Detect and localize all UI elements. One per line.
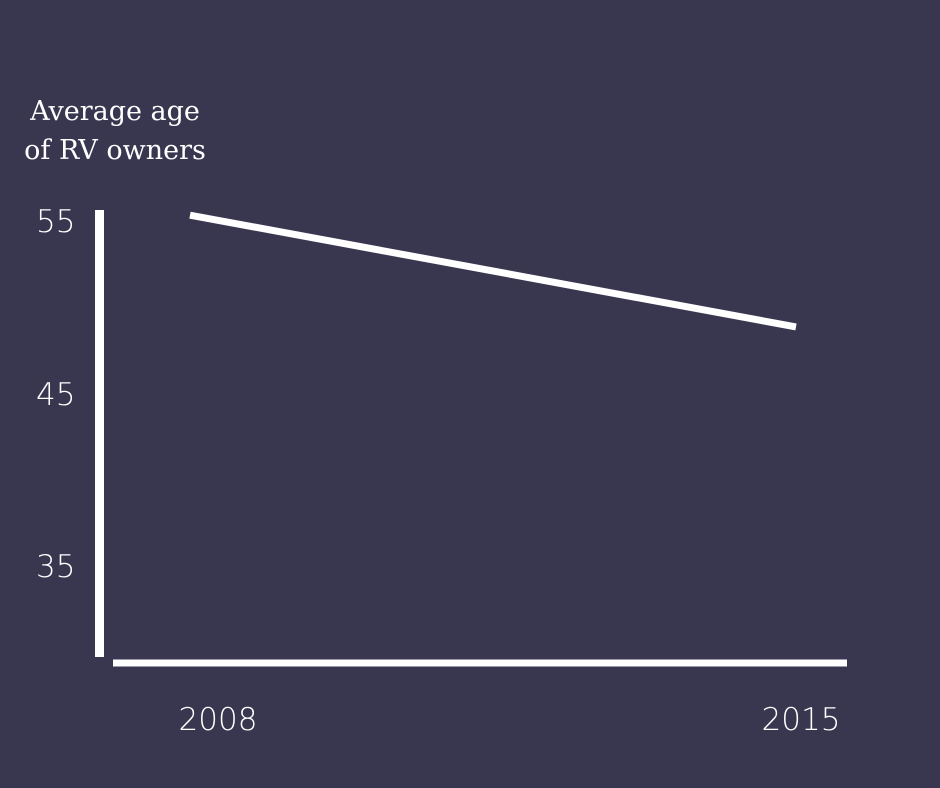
x-tick-label-2008: 2008: [179, 702, 258, 738]
y-axis-label-line-2: of RV owners: [24, 135, 206, 166]
x-tick-label-2015: 2015: [762, 702, 841, 738]
series-line-0: [189, 211, 797, 331]
series-layer: [189, 211, 797, 331]
y-tick-label-55: 55: [36, 204, 75, 240]
y-tick-label-35: 35: [36, 549, 75, 585]
y-tick-label-45: 45: [36, 377, 75, 413]
y-axis-label-line-1: Average age: [29, 96, 200, 127]
